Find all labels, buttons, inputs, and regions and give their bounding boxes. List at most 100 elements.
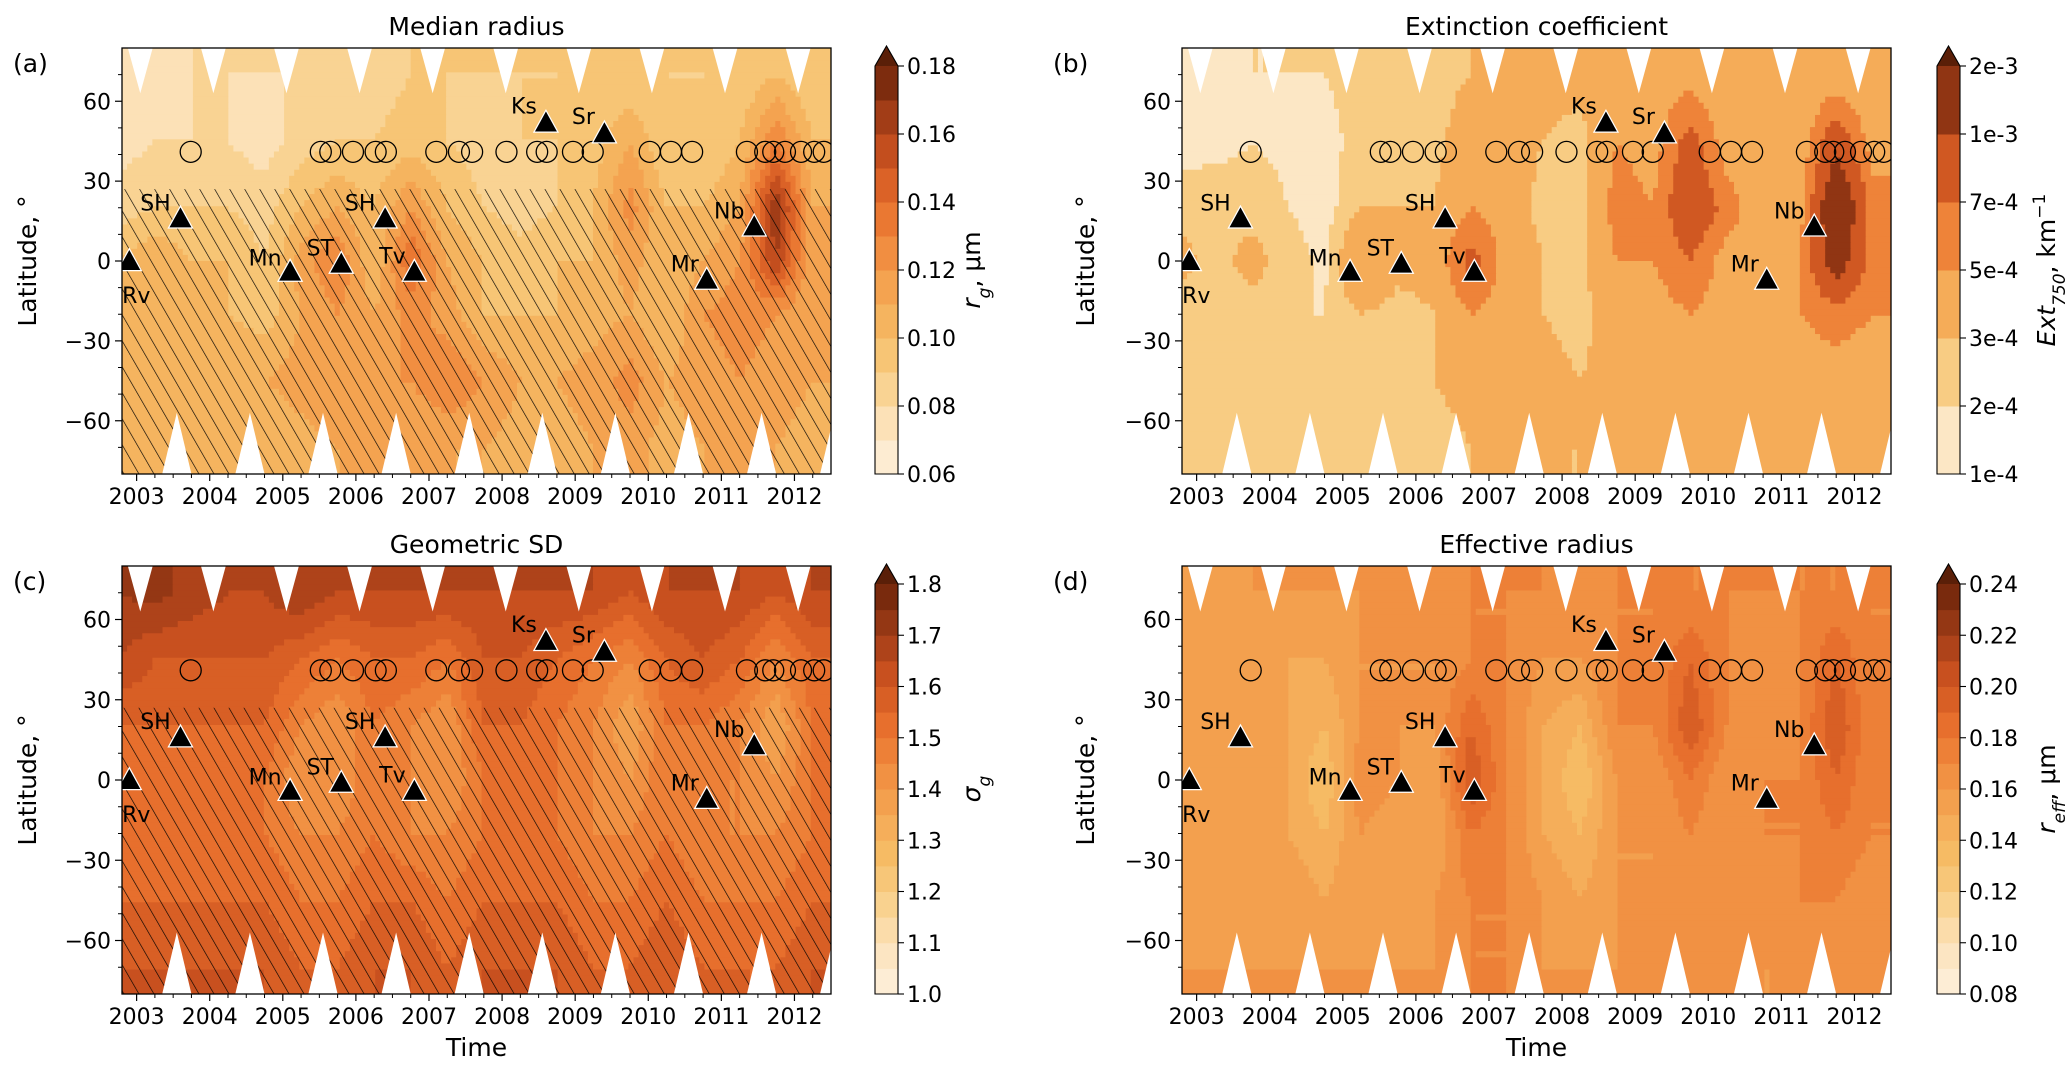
contour-cell <box>795 151 807 159</box>
contour-cell <box>1845 267 1867 274</box>
contour-cell <box>1288 810 1315 818</box>
contour-cell <box>1506 853 1533 861</box>
contour-cell <box>1333 212 1355 219</box>
contour-cell <box>1855 145 1867 153</box>
contour-cell <box>1865 254 1891 262</box>
contour-cell <box>1182 273 1188 280</box>
contour-cell <box>1551 327 1593 335</box>
contour-cell <box>1809 206 1821 213</box>
contour-cell <box>1338 194 1436 201</box>
contour-cell <box>1703 792 1765 799</box>
contour-cell <box>1182 688 1289 695</box>
contour-cell <box>446 114 523 122</box>
contour-cell <box>334 590 630 598</box>
contour-cell <box>1313 279 1330 286</box>
contour-cell <box>1182 914 1436 922</box>
contour-cell <box>1845 633 1891 640</box>
contour-cell <box>1495 254 1543 262</box>
contour-cell <box>1237 242 1264 250</box>
contour-cell <box>1708 669 1730 677</box>
contour-cell <box>268 596 326 604</box>
contour-cell <box>1470 902 1507 909</box>
contour-cell <box>1587 352 1891 359</box>
contour-cell <box>1470 981 1507 989</box>
contour-cell <box>1237 267 1264 274</box>
contour-cell <box>1597 841 1619 848</box>
contour-cell <box>704 72 831 80</box>
contour-cell <box>248 157 270 165</box>
contour-cell <box>1359 309 1365 317</box>
eruption-circle-marker <box>762 140 785 163</box>
contour-cell <box>1668 285 1710 293</box>
contour-cell <box>1566 755 1588 763</box>
contour-cell <box>1440 773 1452 781</box>
volcano-triangle-marker <box>1182 766 1203 791</box>
missing-data-south <box>1295 412 1325 474</box>
contour-cell <box>1506 987 1765 994</box>
missing-data-south <box>381 412 411 474</box>
missing-data-north <box>1260 566 1286 612</box>
contour-cell <box>1799 608 1872 616</box>
contour-cell <box>1587 236 1614 244</box>
contour-cell <box>451 639 478 647</box>
contour-cell <box>1338 712 1360 720</box>
contour-cell <box>1678 236 1705 244</box>
contour-cell <box>603 694 630 702</box>
colorbar-tick-label: 1.8 <box>907 573 942 598</box>
contour-cell <box>1470 920 1507 928</box>
contour-cell <box>1182 669 1289 677</box>
contour-cell <box>1612 248 1684 256</box>
contour-cell <box>1227 157 1269 165</box>
contour-cell <box>1182 394 1446 402</box>
contour-cell <box>390 169 432 177</box>
contour-cell <box>1592 773 1603 781</box>
contour-cell <box>1815 187 1826 195</box>
contour-cell <box>653 639 690 647</box>
volcano-label: ST <box>1367 756 1395 781</box>
contour-cell <box>1323 285 1345 293</box>
contour-cell <box>1480 254 1497 262</box>
contour-cell <box>122 651 270 659</box>
contour-cell <box>1830 761 1841 769</box>
contour-cell <box>800 181 812 189</box>
contour-cell <box>1764 975 1771 983</box>
contour-cell <box>415 181 442 189</box>
contour-cell <box>1582 822 1603 830</box>
contour-cell <box>1693 676 1710 683</box>
contour-cell <box>1855 773 1891 781</box>
contour-cell <box>1693 309 1801 317</box>
contour-cell <box>1470 633 1507 640</box>
contour-cell <box>1799 676 1816 683</box>
contour-cell <box>749 102 771 110</box>
contour-cell <box>1840 890 1891 897</box>
contour-cell <box>152 139 229 146</box>
contour-cell <box>1815 761 1831 769</box>
contour-cell <box>1338 853 1446 861</box>
contour-cell <box>1541 254 1588 262</box>
contour-cell <box>1566 749 1588 757</box>
colorbar-tick-label: 0.14 <box>1969 829 2018 854</box>
contour-cell <box>1683 676 1695 683</box>
contour-cell <box>1440 157 1538 165</box>
contour-cell <box>1333 676 1360 683</box>
contour-cell <box>1263 151 1340 159</box>
contour-cell <box>1855 212 1867 219</box>
contour-cell <box>1460 84 1891 92</box>
contour-cell <box>304 608 599 616</box>
contour-cell <box>192 54 412 61</box>
contour-cell <box>1825 254 1852 262</box>
contour-cell <box>1506 786 1527 793</box>
colorbar-band <box>875 635 898 662</box>
contour-cell <box>1577 449 1891 457</box>
contour-cell <box>1399 724 1436 732</box>
contour-cell <box>122 157 133 165</box>
contour-cell <box>744 169 751 177</box>
contour-cell <box>1587 883 1619 891</box>
contour-cell <box>1592 871 1619 879</box>
contour-cell <box>192 90 229 98</box>
contour-cell <box>1495 767 1507 775</box>
contour-cell <box>177 621 326 628</box>
contour-cell <box>1359 706 1452 714</box>
contour-cell <box>810 584 831 592</box>
contour-cell <box>1612 242 1679 250</box>
